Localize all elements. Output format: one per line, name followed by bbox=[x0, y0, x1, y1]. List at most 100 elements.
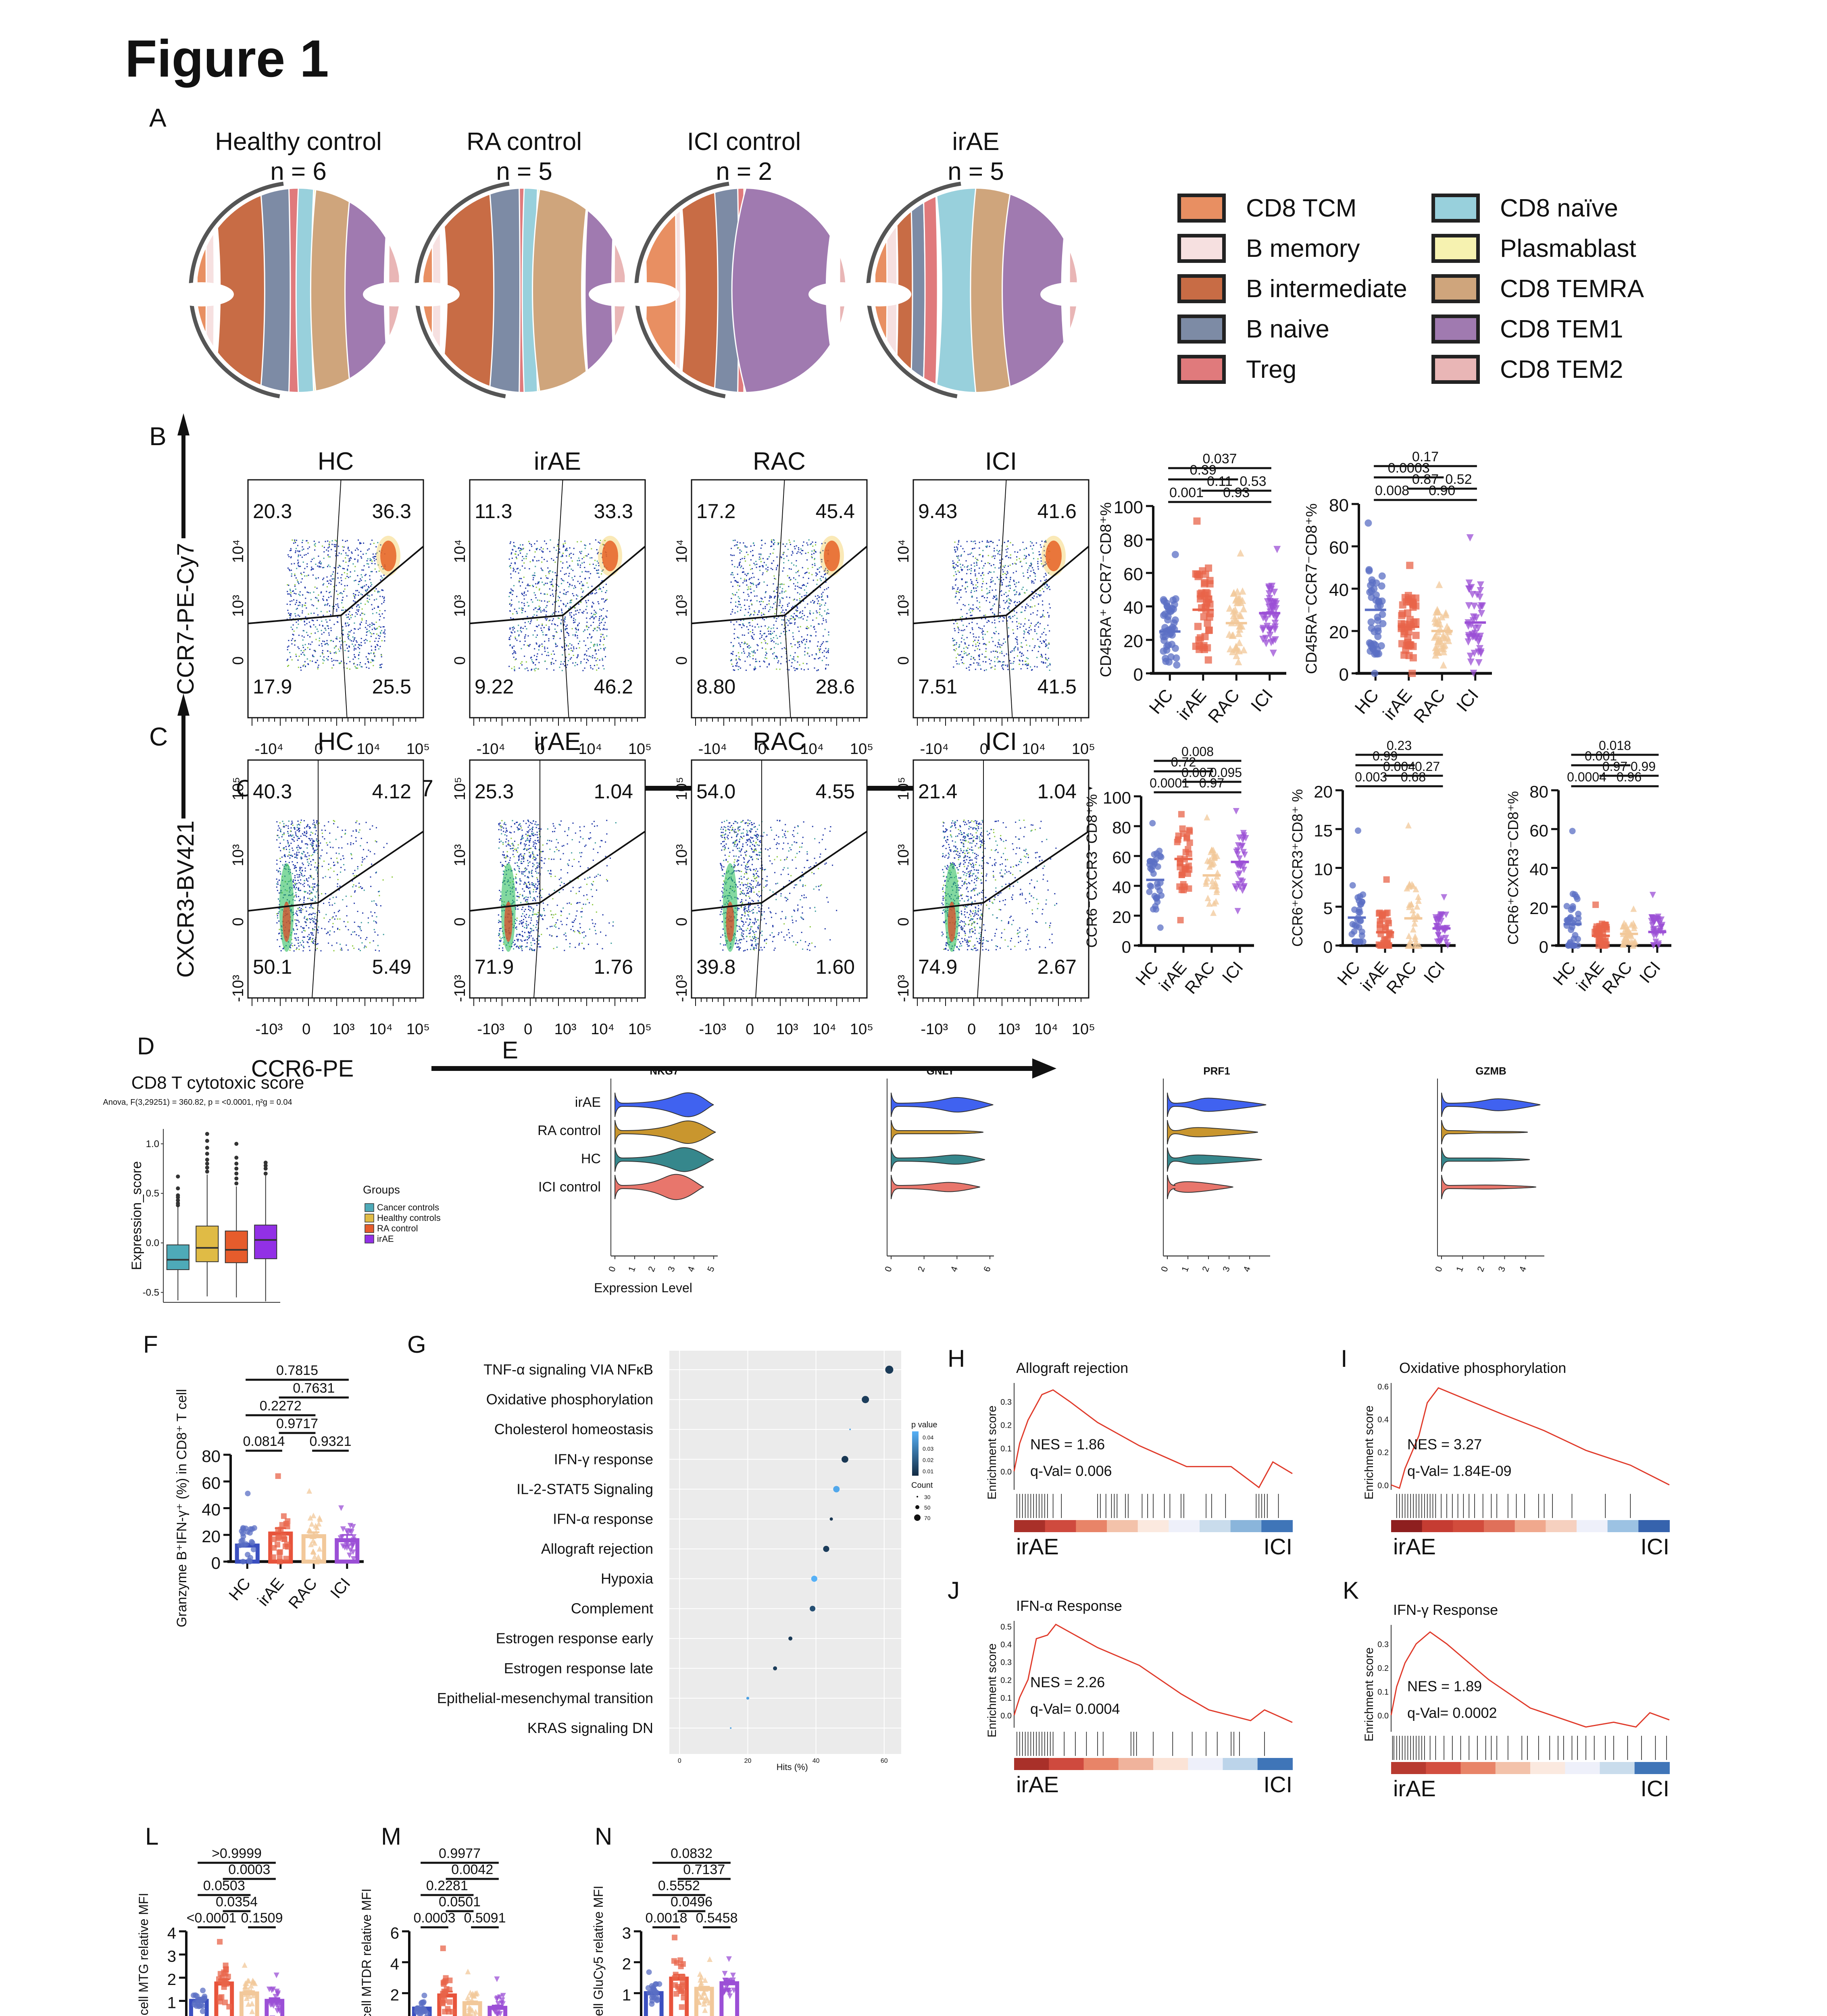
data-point bbox=[1377, 925, 1383, 931]
chord-title: Healthy control n = 6 bbox=[177, 127, 419, 187]
rank-gradient-segment bbox=[1391, 1520, 1423, 1532]
data-point bbox=[1466, 534, 1474, 541]
data-point bbox=[672, 1935, 678, 1941]
outlier-point bbox=[205, 1169, 209, 1174]
x-category-label: irAE bbox=[1379, 685, 1416, 724]
violin bbox=[1167, 1120, 1258, 1145]
legend-swatch bbox=[1431, 355, 1480, 384]
chord-inner-ring bbox=[872, 186, 1080, 394]
data-point bbox=[1200, 646, 1208, 653]
data-point bbox=[447, 1999, 453, 2005]
data-point bbox=[338, 1505, 344, 1511]
data-point bbox=[1171, 551, 1179, 558]
legend-item: CD8 TCM bbox=[1177, 194, 1356, 223]
data-point bbox=[1353, 938, 1360, 945]
y-tick-label: 15 bbox=[1314, 821, 1333, 840]
data-point bbox=[1205, 595, 1212, 603]
y-tick-label: 1 bbox=[622, 1986, 631, 2004]
data-point bbox=[1408, 670, 1416, 677]
panel-label-e: E bbox=[502, 1037, 519, 1064]
term-label: KRAS signaling DN bbox=[527, 1720, 653, 1736]
data-point bbox=[1592, 901, 1599, 908]
data-point bbox=[317, 1546, 323, 1552]
y-tick-label: 2 bbox=[390, 1986, 399, 2004]
data-point bbox=[251, 1525, 257, 1531]
legend-label: CD8 TEMRA bbox=[1500, 275, 1644, 303]
data-point bbox=[270, 1554, 276, 1560]
data-point bbox=[1239, 587, 1246, 595]
data-point bbox=[310, 1548, 316, 1554]
data-point bbox=[1167, 653, 1175, 661]
chart-l: 01234CD8⁺ T cell MTG relative MFIHCirAER… bbox=[136, 1846, 285, 2016]
x-tick-label: 2 bbox=[1200, 1265, 1211, 1273]
flow-plot-title: HC bbox=[318, 448, 354, 475]
rank-gradient-segment bbox=[1638, 1520, 1670, 1532]
term-dot bbox=[788, 1636, 793, 1641]
chord-diagram bbox=[847, 181, 1105, 400]
panel-label-a: A bbox=[149, 103, 167, 132]
x-tick-label: 4 bbox=[685, 1265, 697, 1273]
x-category-label: ICI bbox=[1635, 958, 1664, 987]
chord-group bbox=[395, 181, 653, 400]
y-tick-label: 3 bbox=[622, 1924, 631, 1942]
nes-label: NES = 3.27 bbox=[1407, 1436, 1482, 1452]
rank-gradient-segment bbox=[1118, 1758, 1154, 1770]
y-axis-label: Enrichment score bbox=[985, 1643, 999, 1737]
data-point bbox=[1377, 918, 1383, 925]
data-point bbox=[1235, 658, 1242, 665]
color-scale-label: 0.03 bbox=[923, 1445, 933, 1452]
data-point bbox=[1356, 897, 1362, 904]
data-point bbox=[1154, 880, 1160, 887]
data-point bbox=[1378, 597, 1386, 605]
data-point bbox=[1368, 576, 1376, 584]
data-point bbox=[283, 1556, 289, 1562]
data-point bbox=[1385, 920, 1392, 927]
data-point bbox=[1182, 849, 1189, 856]
panel-label-b: B bbox=[149, 422, 167, 451]
x-category-label: HC bbox=[1351, 685, 1383, 718]
y-tick-label: 40 bbox=[202, 1500, 221, 1519]
p-value-label: 0.7631 bbox=[293, 1381, 335, 1396]
data-point bbox=[217, 1939, 223, 1945]
data-point bbox=[200, 1997, 206, 2004]
p-value-label: 0.9717 bbox=[276, 1416, 318, 1431]
y-tick-label: 0.3 bbox=[1000, 1398, 1012, 1407]
y-tick-label: 2 bbox=[167, 1971, 176, 1989]
data-point bbox=[1564, 917, 1571, 924]
data-point bbox=[1168, 605, 1176, 612]
y-tick-label: 60 bbox=[202, 1473, 221, 1492]
data-point bbox=[1443, 623, 1451, 630]
gene-title: PRF1 bbox=[1203, 1065, 1230, 1077]
y-tick-label: 100 bbox=[1103, 788, 1131, 807]
chart-subtitle: Anova, F(3,29251) = 360.82, p = <0.0001,… bbox=[103, 1098, 292, 1107]
panel-label-n: N bbox=[595, 1823, 612, 1850]
data-point bbox=[1379, 911, 1386, 918]
data-point bbox=[1365, 567, 1373, 575]
violin-group-label: HC bbox=[581, 1151, 601, 1166]
legend-label: CD8 TEM1 bbox=[1500, 315, 1623, 343]
data-point bbox=[1374, 616, 1381, 624]
p-value-label: 0.5552 bbox=[658, 1878, 700, 1893]
y-tick-label: 80 bbox=[202, 1447, 221, 1466]
gene-title: GNLY bbox=[927, 1065, 955, 1077]
data-point bbox=[1412, 933, 1419, 940]
data-point bbox=[1399, 601, 1406, 609]
data-point bbox=[275, 1542, 281, 1548]
y-tick-label: 0.3 bbox=[1377, 1640, 1389, 1649]
legend-swatch bbox=[1177, 274, 1226, 303]
chart-j-gsea: IFN-α Response 0.0 0.1 0.2 0.3 0.4 0.5 Enrichme… bbox=[985, 1597, 1293, 1797]
data-point bbox=[222, 1999, 228, 2006]
y-tick-label: 0.3 bbox=[1000, 1658, 1012, 1667]
data-point bbox=[446, 1987, 452, 1993]
data-point bbox=[654, 1997, 660, 2003]
term-dot bbox=[746, 1697, 750, 1700]
qval-label: q-Val= 0.0002 bbox=[1407, 1705, 1497, 1721]
data-point bbox=[306, 1488, 312, 1494]
chord-sample-size: n = 6 bbox=[270, 158, 327, 185]
violin-group-label: RA control bbox=[537, 1123, 601, 1138]
data-point bbox=[1467, 658, 1475, 666]
outlier-point bbox=[234, 1176, 239, 1181]
